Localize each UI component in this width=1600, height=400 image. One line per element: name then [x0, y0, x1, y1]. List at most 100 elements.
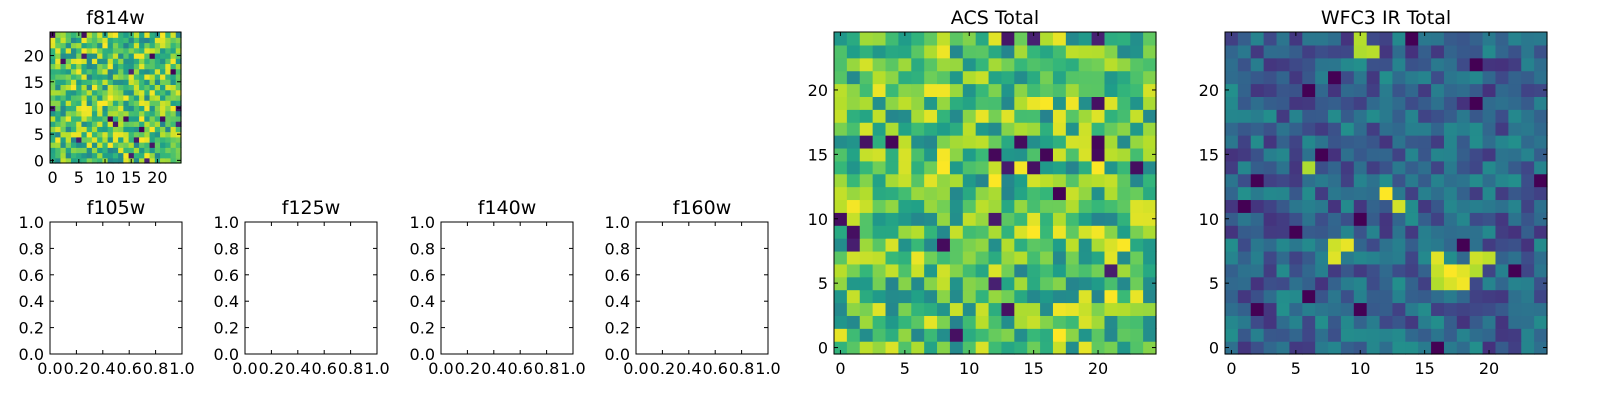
heatmap-cell — [975, 83, 990, 97]
y-tick-label-20: 20 — [1199, 81, 1219, 100]
heatmap-cell — [937, 328, 951, 342]
heatmap-cell — [1366, 212, 1381, 226]
heatmap-cell — [160, 63, 166, 70]
heatmap-cell — [1027, 225, 1041, 239]
heatmap-cell — [1104, 263, 1118, 278]
heatmap-cell — [160, 115, 166, 122]
heatmap-cell — [65, 42, 72, 49]
heatmap-cell — [1289, 250, 1303, 265]
heatmap-cell — [872, 135, 887, 149]
heatmap-cell — [1443, 44, 1458, 59]
heatmap-cell — [139, 89, 145, 96]
heatmap-cell — [50, 73, 56, 80]
heatmap-cell — [834, 122, 848, 136]
heatmap-cell — [962, 238, 977, 252]
heatmap-cell — [86, 84, 93, 91]
y-tick-label-1-0: 1.0 — [19, 213, 44, 232]
heatmap-cell — [1263, 70, 1278, 85]
x-tick-label-0-0: 0.0 — [428, 359, 453, 378]
heatmap-cell — [949, 186, 964, 201]
heatmap-cell — [949, 250, 964, 265]
heatmap-cell — [1534, 302, 1548, 316]
x-tick-label-0: 0 — [835, 359, 845, 378]
heatmap-cell — [1040, 44, 1054, 59]
heatmap-cell — [1001, 302, 1015, 316]
heatmap-cell — [1482, 109, 1497, 123]
heatmap-cell — [1117, 122, 1131, 136]
heatmap-cell — [834, 250, 848, 265]
heatmap-cell — [898, 199, 912, 213]
heatmap-cell — [1405, 302, 1419, 316]
heatmap-cell — [1117, 315, 1131, 329]
heatmap-cell — [1482, 186, 1497, 201]
heatmap-cell — [139, 100, 145, 106]
heatmap-cell — [988, 122, 1003, 136]
heatmap-cell — [872, 315, 887, 329]
heatmap-cell — [1521, 32, 1535, 46]
heatmap-cell — [872, 109, 887, 123]
heatmap-cell — [118, 105, 124, 112]
heatmap-cell — [139, 37, 145, 44]
heatmap-cell — [1521, 276, 1535, 291]
heatmap-cell — [859, 302, 874, 316]
heatmap-cell — [1469, 135, 1484, 149]
heatmap-cell — [1508, 122, 1522, 136]
heatmap-cell — [1392, 263, 1406, 278]
heatmap-cell — [937, 83, 951, 97]
heatmap-cell — [1143, 44, 1157, 59]
heatmap-cell — [1534, 109, 1548, 123]
heatmap-cell — [1379, 109, 1394, 123]
heatmap-cell — [1250, 96, 1265, 110]
heatmap-cell — [133, 136, 140, 143]
heatmap-cell — [1405, 225, 1419, 239]
heatmap-cell — [1379, 263, 1394, 278]
heatmap-cell — [1014, 289, 1028, 304]
heatmap-cell — [962, 70, 977, 85]
heatmap-cell — [1225, 32, 1239, 46]
heatmap-cell — [118, 37, 124, 44]
heatmap-cell — [1469, 328, 1484, 342]
heatmap-cell — [154, 147, 161, 154]
heatmap-cell — [1078, 212, 1093, 226]
heatmap-cell — [1104, 250, 1118, 265]
heatmap-cell — [1289, 212, 1303, 226]
heatmap-cell — [975, 263, 990, 278]
heatmap-cell — [165, 126, 172, 133]
heatmap-cell — [988, 341, 1003, 355]
heatmap-cell — [107, 58, 114, 65]
heatmap-cell — [175, 100, 182, 106]
heatmap-cell — [60, 37, 67, 44]
heatmap-cell — [1366, 225, 1381, 239]
heatmap-cell — [1443, 57, 1458, 72]
heatmap-cell — [1431, 44, 1445, 59]
heatmap-cell — [133, 68, 140, 75]
heatmap-cell — [1315, 109, 1329, 123]
heatmap-cell — [1130, 57, 1144, 72]
heatmap-cell — [834, 147, 848, 162]
heatmap-cell — [154, 121, 161, 127]
heatmap-cell — [1014, 135, 1028, 149]
heatmap-cell — [1521, 199, 1535, 213]
heatmap-cell — [1508, 212, 1522, 226]
heatmap-cell — [962, 173, 977, 188]
heatmap-cell — [154, 89, 161, 96]
heatmap-cell — [1104, 289, 1118, 304]
heatmap-cell — [107, 47, 114, 54]
heatmap-cell — [1104, 186, 1118, 201]
heatmap-cell — [118, 147, 124, 154]
heatmap-cell — [962, 199, 977, 213]
heatmap-cell — [175, 110, 182, 117]
heatmap-cell — [81, 89, 88, 96]
heatmap-cell — [1143, 212, 1157, 226]
heatmap-cell — [898, 225, 912, 239]
heatmap-cell — [898, 289, 912, 304]
heatmap-cell — [81, 105, 88, 112]
heatmap-cell — [102, 63, 109, 70]
heatmap-cell — [1366, 199, 1381, 213]
heatmap-cell — [1263, 212, 1278, 226]
heatmap-cell — [81, 79, 88, 85]
heatmap-cell — [834, 225, 848, 239]
heatmap-cell — [1521, 70, 1535, 85]
heatmap-cell — [1508, 57, 1522, 72]
heatmap-cell — [81, 131, 88, 138]
